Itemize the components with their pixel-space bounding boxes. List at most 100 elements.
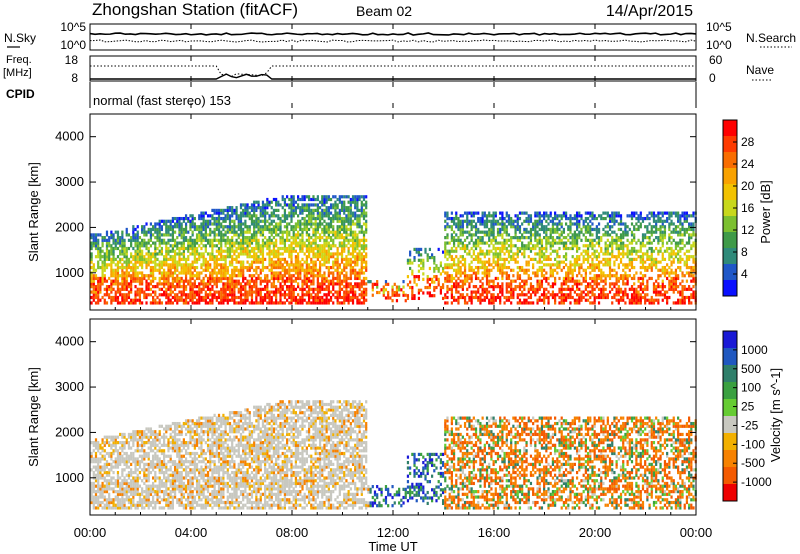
range-cell (312, 222, 315, 226)
range-cell (332, 241, 335, 245)
range-cell (94, 274, 98, 278)
range-cell (549, 244, 552, 248)
range-cell (540, 285, 544, 289)
range-cell (630, 214, 634, 218)
range-cell (312, 203, 315, 207)
range-cell (455, 246, 458, 251)
range-cell (505, 282, 508, 286)
range-cell (301, 233, 304, 237)
range-cell (567, 274, 570, 278)
range-cell (483, 298, 486, 302)
range-cell (492, 219, 495, 223)
range-cell (277, 276, 280, 281)
range-cell (169, 263, 172, 267)
range-cell (543, 230, 546, 234)
range-cell (132, 225, 135, 229)
range-cell (209, 214, 212, 218)
range-cell (567, 246, 570, 251)
range-cell (231, 260, 234, 264)
range-cell (134, 238, 137, 242)
range-cell (127, 238, 131, 242)
range-cell (303, 227, 306, 232)
range-cell (202, 263, 205, 267)
range-cell (307, 293, 311, 297)
range-cell (94, 290, 98, 294)
range-cell (193, 238, 196, 242)
range-cell (417, 247, 421, 252)
range-cell (244, 219, 247, 223)
range-cell (318, 222, 322, 226)
range-cell (145, 222, 148, 226)
range-cell (516, 260, 519, 264)
range-cell (479, 230, 482, 234)
range-cell (171, 216, 174, 221)
range-cell (474, 285, 478, 289)
range-cell (134, 257, 137, 261)
range-cell (619, 241, 623, 245)
range-cell (275, 238, 278, 242)
range-cell (514, 285, 517, 289)
range-cell (187, 230, 190, 234)
range-cell (92, 298, 95, 302)
range-cell (619, 219, 623, 223)
range-cell (494, 263, 497, 267)
range-cell (160, 287, 164, 291)
range-cell (134, 301, 137, 305)
range-cell (123, 265, 126, 270)
range-cell (233, 295, 236, 300)
range-cell (138, 271, 142, 275)
range-cell (527, 246, 530, 251)
range-cell (235, 211, 238, 215)
range-cell (606, 260, 609, 264)
range-cell (92, 238, 95, 242)
range-cell (446, 285, 449, 289)
range-cell (261, 298, 265, 302)
range-cell (332, 195, 335, 199)
range-cell (356, 276, 359, 281)
range-cell (248, 244, 251, 248)
range-cell (204, 295, 207, 300)
range-cell (523, 246, 526, 251)
range-cell (635, 249, 638, 253)
range-cell (461, 255, 464, 259)
range-cell (215, 271, 218, 275)
range-cell (345, 282, 348, 286)
range-cell (244, 236, 247, 240)
range-cell (281, 252, 284, 256)
range-cell (538, 268, 541, 272)
range-cell (354, 241, 357, 245)
range-cell (354, 285, 357, 289)
range-cell (314, 263, 317, 267)
range-cell (358, 241, 361, 245)
range-cell (116, 268, 120, 272)
range-cell (477, 271, 480, 275)
range-cell (336, 282, 339, 286)
range-cell (492, 295, 495, 300)
range-cell (125, 274, 128, 278)
range-cell (338, 214, 341, 218)
range-cell (321, 279, 324, 283)
range-cell (461, 214, 464, 218)
range-cell (514, 244, 517, 248)
range-cell (281, 246, 284, 251)
range-cell (220, 236, 223, 240)
range-cell (180, 225, 183, 229)
range-cell (527, 244, 530, 248)
range-cell (325, 200, 328, 204)
range-cell (114, 295, 117, 300)
range-cell (321, 285, 324, 289)
range-cell (338, 208, 341, 212)
range-cell (507, 249, 511, 253)
range-cell (224, 271, 227, 275)
range-cell (536, 260, 539, 264)
range-cell (165, 233, 168, 237)
range-cell (272, 246, 276, 251)
range-cell (470, 260, 473, 264)
range-cell (586, 238, 590, 242)
range-cell (349, 282, 352, 286)
range-cell (411, 272, 414, 276)
range-cell (255, 236, 258, 240)
range-cell (501, 276, 504, 281)
range-cell (178, 263, 181, 267)
range-cell (439, 285, 442, 290)
